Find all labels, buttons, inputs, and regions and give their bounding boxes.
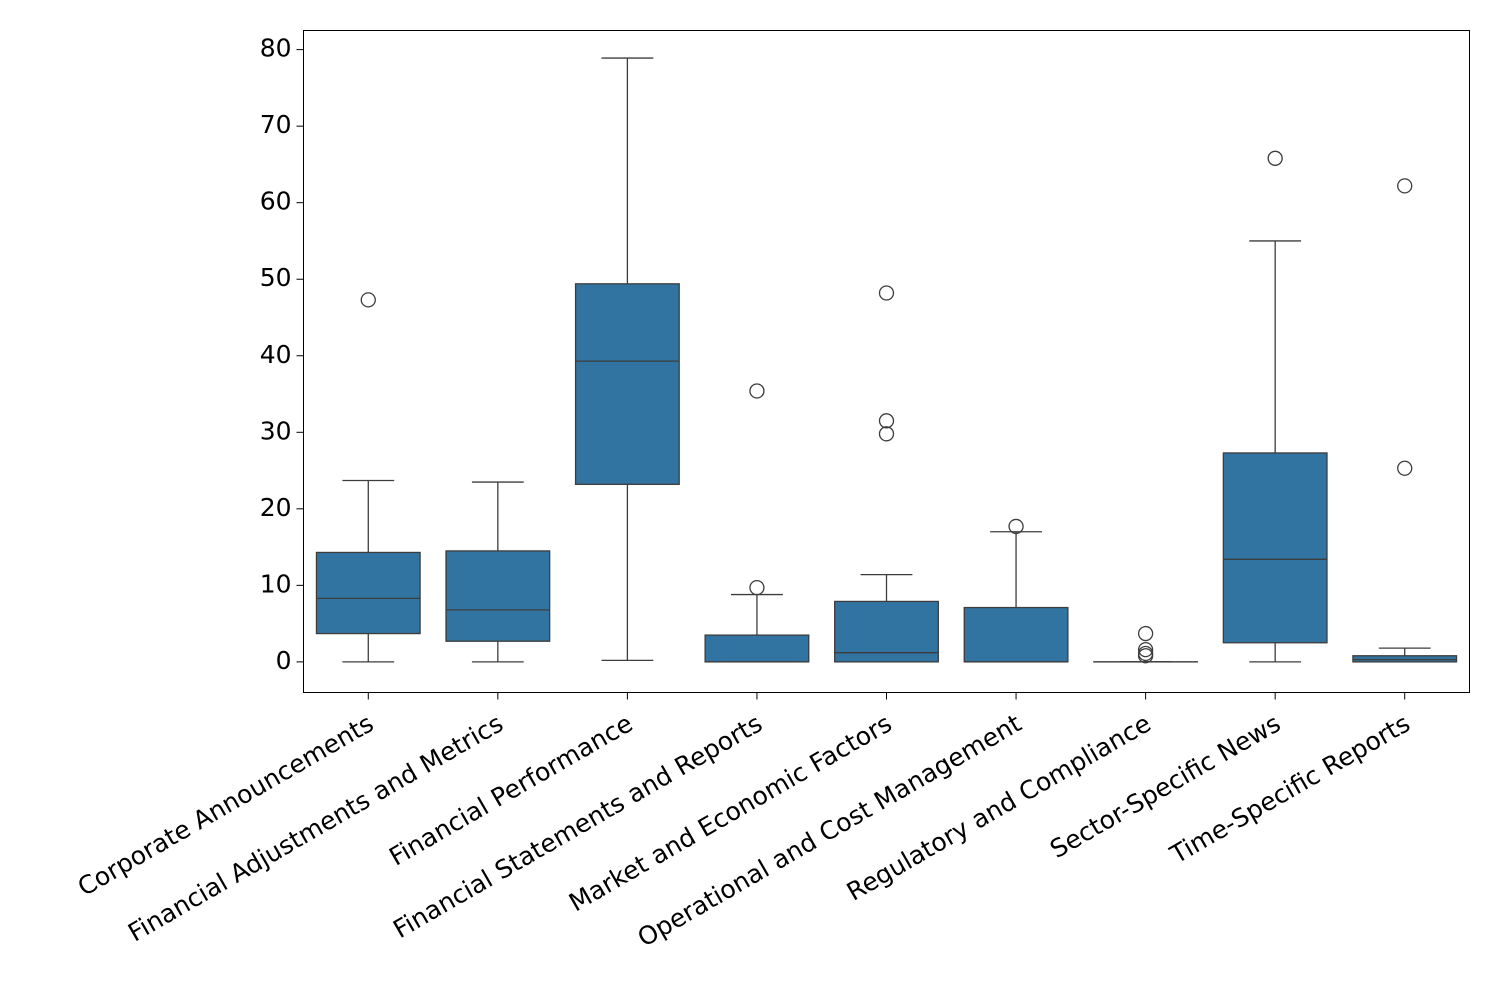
outlier-point xyxy=(749,580,765,596)
outlier-point xyxy=(360,292,376,308)
outlier-point xyxy=(1008,518,1024,535)
plot-area xyxy=(315,57,1458,664)
y-axis: 0 10 20 30 40 50 60 70 80 xyxy=(260,34,304,675)
outlier-point xyxy=(1397,178,1413,194)
x-category-label: Sector-Specific News xyxy=(1045,709,1285,864)
box-group xyxy=(704,383,810,663)
box-group xyxy=(1222,150,1328,663)
box-group xyxy=(445,481,551,663)
outlier-point xyxy=(749,383,765,399)
outlier-point xyxy=(1397,460,1413,476)
box-iqr xyxy=(574,283,680,485)
y-tick-label: 80 xyxy=(260,34,292,63)
box-iqr xyxy=(834,600,939,663)
y-tick-label: 20 xyxy=(260,493,292,522)
box-group xyxy=(963,518,1069,663)
y-tick-label: 40 xyxy=(260,340,292,369)
outlier-point xyxy=(878,285,895,301)
x-category-label: Time-Specific Reports xyxy=(1165,709,1415,870)
y-tick-label: 0 xyxy=(276,646,292,675)
box-group xyxy=(1093,625,1199,664)
box-group xyxy=(574,57,680,662)
outlier-point xyxy=(878,413,895,429)
outlier-point xyxy=(1137,641,1154,658)
y-tick-label: 70 xyxy=(260,110,292,139)
box-group xyxy=(315,292,421,663)
box-group xyxy=(1352,178,1458,663)
outlier-point xyxy=(1267,150,1283,166)
box-iqr xyxy=(1222,452,1328,644)
y-tick-label: 60 xyxy=(260,187,292,216)
box-iqr xyxy=(445,550,551,642)
box-iqr xyxy=(704,634,810,663)
y-tick-label: 10 xyxy=(260,569,292,598)
y-tick-label: 30 xyxy=(260,416,292,445)
box-iqr xyxy=(1352,655,1458,663)
box-iqr xyxy=(315,551,421,635)
outlier-point xyxy=(1137,645,1154,662)
box-group xyxy=(834,285,939,663)
outlier-point xyxy=(878,426,895,442)
y-tick-label: 50 xyxy=(260,263,292,292)
outlier-point xyxy=(1137,625,1154,642)
box-iqr xyxy=(963,606,1069,663)
